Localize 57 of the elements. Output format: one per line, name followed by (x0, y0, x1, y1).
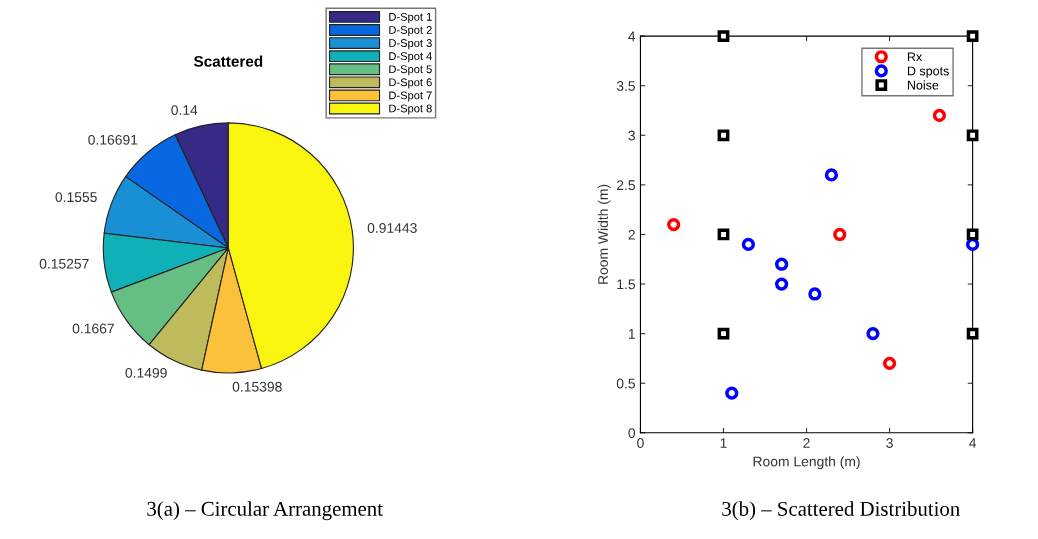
x-tick-label: 2 (803, 438, 810, 448)
legend-label: D-Spot 6 (389, 78, 432, 89)
y-axis-title: Room Width (m) (597, 184, 611, 284)
point (866, 327, 880, 341)
data-label: 0.16691 (88, 134, 138, 145)
data-label: 0.14 (171, 105, 198, 115)
y-tick-label: 1 (628, 329, 635, 339)
data-label: 0.1555 (55, 192, 97, 203)
text: 3(b) – Scattered Distribution (722, 501, 960, 521)
legend-label: D-Spot 3 (389, 39, 432, 50)
legend-label: Rx (907, 52, 923, 62)
point (717, 228, 730, 241)
point (824, 168, 839, 182)
legend-label: Noise (907, 80, 939, 90)
point (808, 287, 822, 301)
data-label: 0.1667 (72, 323, 114, 334)
y-tick-label: 2 (628, 229, 635, 240)
y-tick-label: 3 (628, 130, 635, 141)
point (932, 108, 946, 123)
data-label: 0.15257 (39, 258, 89, 269)
legend-label: D-Spot 8 (389, 104, 432, 115)
point (741, 237, 755, 251)
y-tick-label: 1.5 (617, 279, 635, 290)
x-tick-label: 3 (886, 438, 893, 448)
y-tick-label: 4 (628, 31, 636, 42)
point (775, 257, 789, 271)
y-tick-label: 0.5 (616, 378, 635, 389)
y-tick-label: 0 (628, 428, 636, 438)
point (966, 228, 979, 241)
point (717, 129, 730, 142)
point (833, 227, 847, 242)
legend-label: D-Spot 2 (389, 26, 432, 37)
data-label: 0.15398 (232, 381, 282, 392)
x-tick-label: 4 (969, 438, 977, 448)
legend-label: D-Spot 5 (389, 65, 432, 76)
x-axis-title: Room Length (m) (753, 456, 860, 470)
y-tick-label: 2.5 (616, 180, 635, 191)
legend-label: D-Spot 1 (389, 12, 432, 23)
text: Scattered (193, 55, 263, 67)
legend-label: D spots (907, 66, 949, 78)
point (882, 356, 897, 370)
x-tick-label: 1 (720, 438, 727, 448)
point (966, 30, 979, 43)
data-label: 0.91443 (367, 223, 417, 233)
y-tick-label: 3.5 (616, 81, 635, 91)
point (966, 327, 979, 340)
text: 3(a) – Circular Arrangement (147, 501, 383, 521)
legend-label: D-Spot 7 (389, 91, 432, 102)
point (717, 327, 730, 340)
point (775, 277, 789, 291)
point (717, 30, 730, 43)
legend-label: D-Spot 4 (389, 52, 432, 63)
point (725, 386, 739, 400)
point (966, 129, 979, 142)
x-tick-label: 0 (637, 438, 644, 448)
point (667, 217, 681, 232)
data-label: 0.1499 (125, 367, 167, 378)
